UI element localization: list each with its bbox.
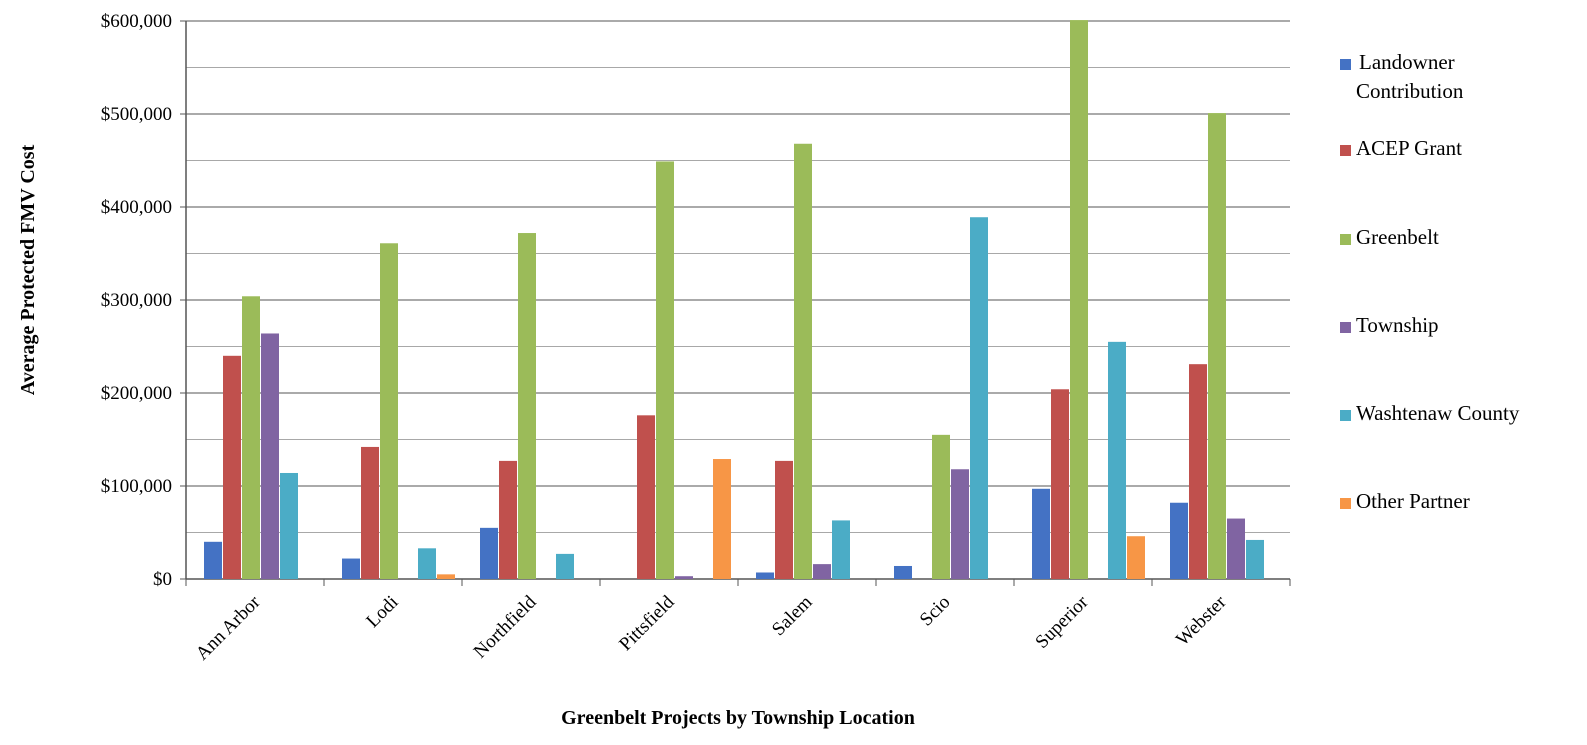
bar <box>813 564 831 579</box>
y-tick-label: $600,000 <box>101 11 172 32</box>
legend-swatch <box>1340 322 1351 333</box>
bar <box>1208 113 1226 579</box>
x-tick-label: Superior <box>1031 591 1093 653</box>
bar <box>1127 536 1145 579</box>
y-tick-labels: $0 $100,000 $200,000 $300,000 $400,000 $500,0… <box>101 11 172 590</box>
bar <box>1246 539 1264 579</box>
x-tick-labels: Ann Arbor Lodi Northfield Pittsfield Salem Sc… <box>192 591 1231 664</box>
bar <box>380 243 398 579</box>
bar <box>756 572 774 579</box>
legend-swatch <box>1340 498 1351 509</box>
y-axis-title: Average Protected FMV Cost <box>17 144 39 395</box>
legend-label: Landowner Contribution <box>1356 50 1464 103</box>
y-tick-label: $500,000 <box>101 104 172 125</box>
x-tick-label: Scio <box>916 592 955 631</box>
bar <box>499 460 517 579</box>
bar <box>204 541 222 579</box>
x-tick-label: Salem <box>768 592 817 641</box>
bar <box>970 217 988 580</box>
bar <box>261 333 279 579</box>
bar <box>832 520 850 579</box>
bar <box>1170 502 1188 579</box>
y-tick-label: $200,000 <box>101 383 172 404</box>
x-tick-label: Northfield <box>470 591 541 662</box>
bars <box>204 20 1264 580</box>
bar <box>1032 488 1050 579</box>
bar <box>951 469 969 579</box>
x-tick-label: Webster <box>1172 591 1231 650</box>
bar <box>242 296 260 579</box>
bar <box>280 472 298 579</box>
bar <box>223 355 241 579</box>
bar <box>675 576 693 579</box>
legend-swatch <box>1340 145 1351 156</box>
bar <box>361 446 379 579</box>
y-tick-label: $0 <box>153 569 172 590</box>
bar <box>794 143 812 579</box>
bar <box>637 415 655 579</box>
x-tick-label: Ann Arbor <box>192 591 265 664</box>
legend: Landowner Contribution ACEP Grant Greenbelt… <box>1340 50 1520 513</box>
bar <box>418 548 436 579</box>
x-tick-label: Lodi <box>362 592 402 632</box>
legend-label: Greenbelt <box>1356 225 1439 249</box>
bar <box>437 574 455 579</box>
legend-swatch <box>1340 59 1351 70</box>
bar <box>1070 20 1088 579</box>
x-axis-title: Greenbelt Projects by Township Location <box>561 707 915 729</box>
x-tick-label: Pittsfield <box>615 591 679 655</box>
bar <box>932 434 950 579</box>
legend-label: Other Partner <box>1356 489 1470 513</box>
y-tick-label: $400,000 <box>101 197 172 218</box>
legend-label: Township <box>1356 313 1439 337</box>
bar <box>775 460 793 579</box>
y-tick-label: $100,000 <box>101 476 172 497</box>
bar <box>342 558 360 579</box>
legend-swatch <box>1340 234 1351 245</box>
legend-label: Washtenaw County <box>1356 401 1520 425</box>
bar <box>1227 518 1245 579</box>
bar <box>1108 341 1126 579</box>
bar <box>518 233 536 580</box>
bar <box>1189 364 1207 579</box>
bar <box>480 527 498 579</box>
bar <box>894 565 912 579</box>
bar <box>1051 389 1069 579</box>
bar <box>556 553 574 579</box>
legend-label: ACEP Grant <box>1356 136 1462 160</box>
bar <box>656 161 674 579</box>
bar <box>713 459 731 579</box>
legend-swatch <box>1340 410 1351 421</box>
y-tick-label: $300,000 <box>101 290 172 311</box>
